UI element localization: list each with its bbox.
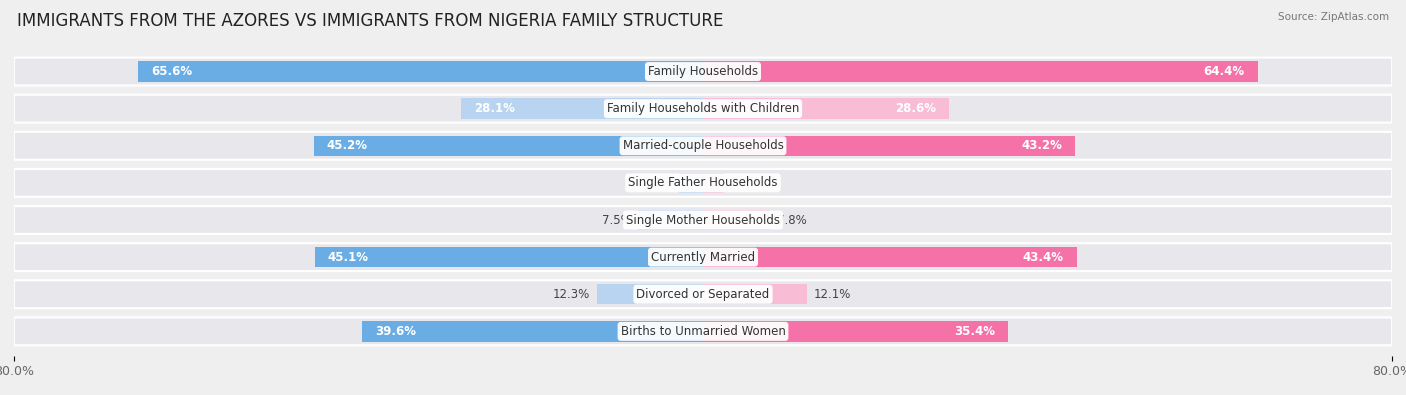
Bar [703, 173, 724, 193]
Text: 2.8%: 2.8% [643, 177, 672, 189]
Text: Births to Unmarried Women: Births to Unmarried Women [620, 325, 786, 338]
Text: Source: ZipAtlas.com: Source: ZipAtlas.com [1278, 12, 1389, 22]
FancyBboxPatch shape [14, 280, 1392, 308]
Text: Divorced or Separated: Divorced or Separated [637, 288, 769, 301]
FancyBboxPatch shape [14, 132, 1392, 160]
Bar [703, 61, 1257, 82]
Bar [703, 247, 1077, 267]
Text: 7.8%: 7.8% [778, 214, 807, 226]
Text: IMMIGRANTS FROM THE AZORES VS IMMIGRANTS FROM NIGERIA FAMILY STRUCTURE: IMMIGRANTS FROM THE AZORES VS IMMIGRANTS… [17, 12, 723, 30]
Text: 2.4%: 2.4% [731, 177, 761, 189]
Text: 45.2%: 45.2% [326, 139, 367, 152]
FancyBboxPatch shape [14, 169, 1392, 197]
Text: 45.1%: 45.1% [328, 251, 368, 263]
Text: Currently Married: Currently Married [651, 251, 755, 263]
Text: 64.4%: 64.4% [1204, 65, 1244, 78]
Bar [703, 284, 807, 305]
Bar [703, 321, 1008, 342]
Text: 12.1%: 12.1% [814, 288, 852, 301]
Bar [315, 247, 703, 267]
FancyBboxPatch shape [14, 95, 1392, 122]
Bar [679, 173, 703, 193]
Bar [361, 321, 703, 342]
Bar [703, 98, 949, 119]
Text: 28.6%: 28.6% [896, 102, 936, 115]
FancyBboxPatch shape [14, 206, 1392, 234]
Text: Single Mother Households: Single Mother Households [626, 214, 780, 226]
Text: Family Households with Children: Family Households with Children [607, 102, 799, 115]
Text: 39.6%: 39.6% [375, 325, 416, 338]
Bar [703, 135, 1076, 156]
Bar [138, 61, 703, 82]
Bar [598, 284, 703, 305]
Bar [461, 98, 703, 119]
Text: Married-couple Households: Married-couple Households [623, 139, 783, 152]
Text: 12.3%: 12.3% [553, 288, 591, 301]
Text: 7.5%: 7.5% [602, 214, 631, 226]
Bar [703, 210, 770, 230]
FancyBboxPatch shape [14, 58, 1392, 85]
Bar [638, 210, 703, 230]
Text: Single Father Households: Single Father Households [628, 177, 778, 189]
Text: 35.4%: 35.4% [953, 325, 995, 338]
Text: 43.2%: 43.2% [1021, 139, 1062, 152]
Bar [314, 135, 703, 156]
FancyBboxPatch shape [14, 318, 1392, 345]
Text: 28.1%: 28.1% [474, 102, 515, 115]
Text: 65.6%: 65.6% [150, 65, 193, 78]
FancyBboxPatch shape [14, 243, 1392, 271]
Text: Family Households: Family Households [648, 65, 758, 78]
Text: 43.4%: 43.4% [1022, 251, 1064, 263]
